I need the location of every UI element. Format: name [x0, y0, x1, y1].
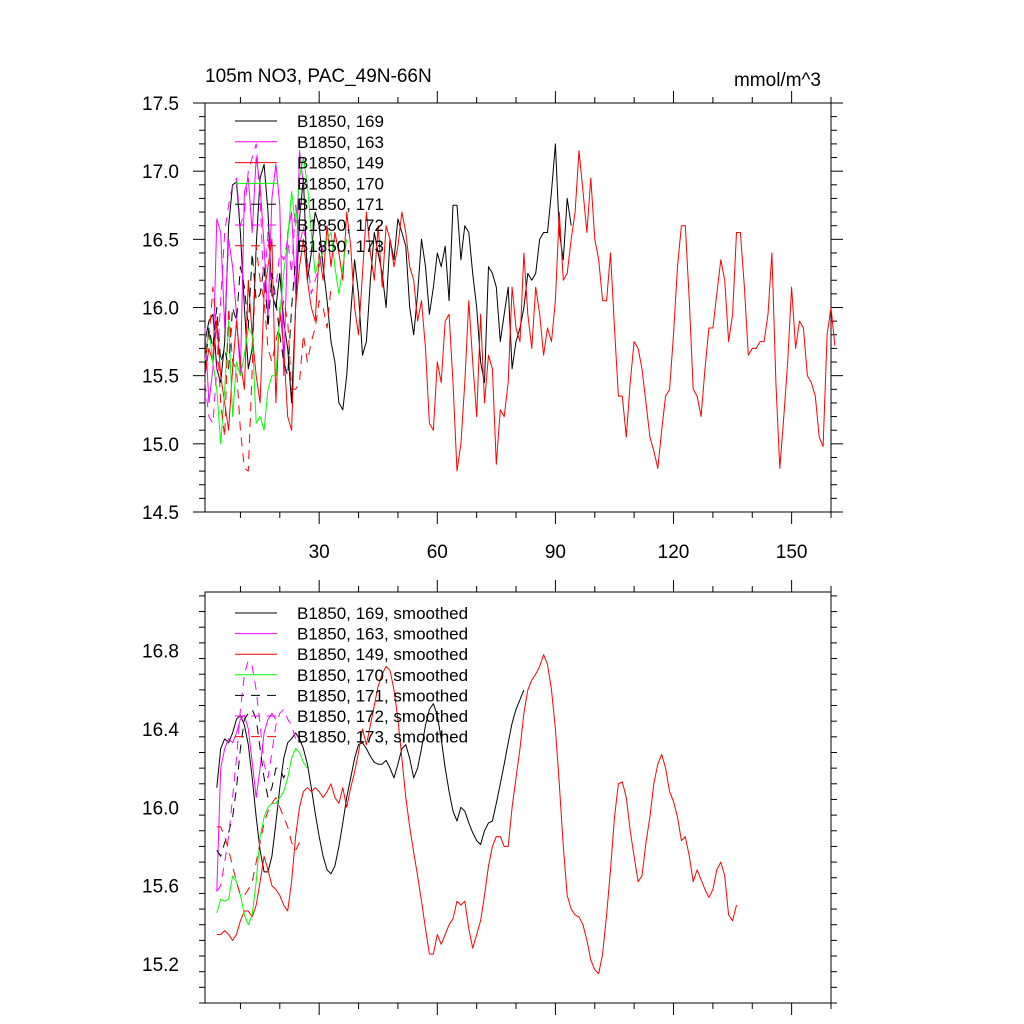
legend-entry: B1850, 169 [297, 112, 384, 131]
legend-entry: B1850, 170 [297, 174, 384, 193]
legend-entry: B1850, 163 [297, 133, 384, 152]
series-line-7 [204, 245, 332, 472]
x-tick-label: 60 [427, 542, 448, 563]
y-tick-label: 15.0 [142, 435, 179, 456]
legend-entry: B1850, 169, smoothed [297, 604, 468, 623]
x-tick-label: 120 [658, 542, 690, 563]
series-line-2 [216, 712, 277, 892]
series-line-4 [216, 748, 308, 926]
y-tick-label: 16.0 [142, 798, 179, 819]
y-tick-label: 16.4 [142, 720, 179, 741]
series-line-5 [216, 708, 289, 857]
series-line-6 [216, 660, 297, 892]
y-tick-label: 17.5 [142, 94, 179, 115]
x-tick-label: 90 [545, 542, 566, 563]
series-line-2 [204, 150, 304, 404]
legend-entry: B1850, 171 [297, 195, 384, 214]
x-tick-label: 150 [776, 542, 808, 563]
legend-entry: B1850, 163, smoothed [297, 625, 468, 644]
chart-title: 105m NO3, PAC_49N-66N [205, 66, 432, 87]
legend-entry: B1850, 149 [297, 154, 384, 173]
legend-entry: B1850, 172 [297, 216, 384, 235]
y-tick-label: 14.5 [142, 503, 179, 524]
series-line-7 [216, 797, 300, 896]
y-tick-label: 16.0 [142, 299, 179, 320]
legend-entry: B1850, 172, smoothed [297, 707, 468, 726]
y-tick-label: 16.5 [142, 230, 179, 251]
legend-entry: B1850, 173 [297, 237, 384, 256]
y-tick-label: 15.5 [142, 367, 179, 388]
series-line-4 [204, 157, 348, 445]
top-panel: 14.5 15.0 15.5 16.0 16.5 17.0 17.5 30 60 90 120 150… [142, 66, 843, 563]
legend-entry: B1850, 171, smoothed [297, 686, 468, 705]
legend-entry: B1850, 149, smoothed [297, 645, 468, 664]
legend-entry: B1850, 170, smoothed [297, 666, 468, 685]
y-tick-label: 17.0 [142, 162, 179, 183]
units-label: mmol/m^3 [734, 70, 821, 91]
series-line-3 [204, 150, 836, 472]
plot-frame [204, 591, 832, 1004]
series-line-3 [216, 654, 737, 975]
bottom-panel: 15.2 15.6 16.0 16.4 16.8 B1850, 169, smoothed… [142, 580, 837, 1015]
y-tick-label: 15.6 [142, 877, 179, 898]
legend-entry: B1850, 173, smoothed [297, 728, 468, 747]
series-line-5 [204, 252, 297, 377]
y-tick-label: 16.8 [142, 642, 179, 663]
y-tick-label: 15.2 [142, 955, 179, 976]
x-tick-label: 30 [309, 542, 330, 563]
